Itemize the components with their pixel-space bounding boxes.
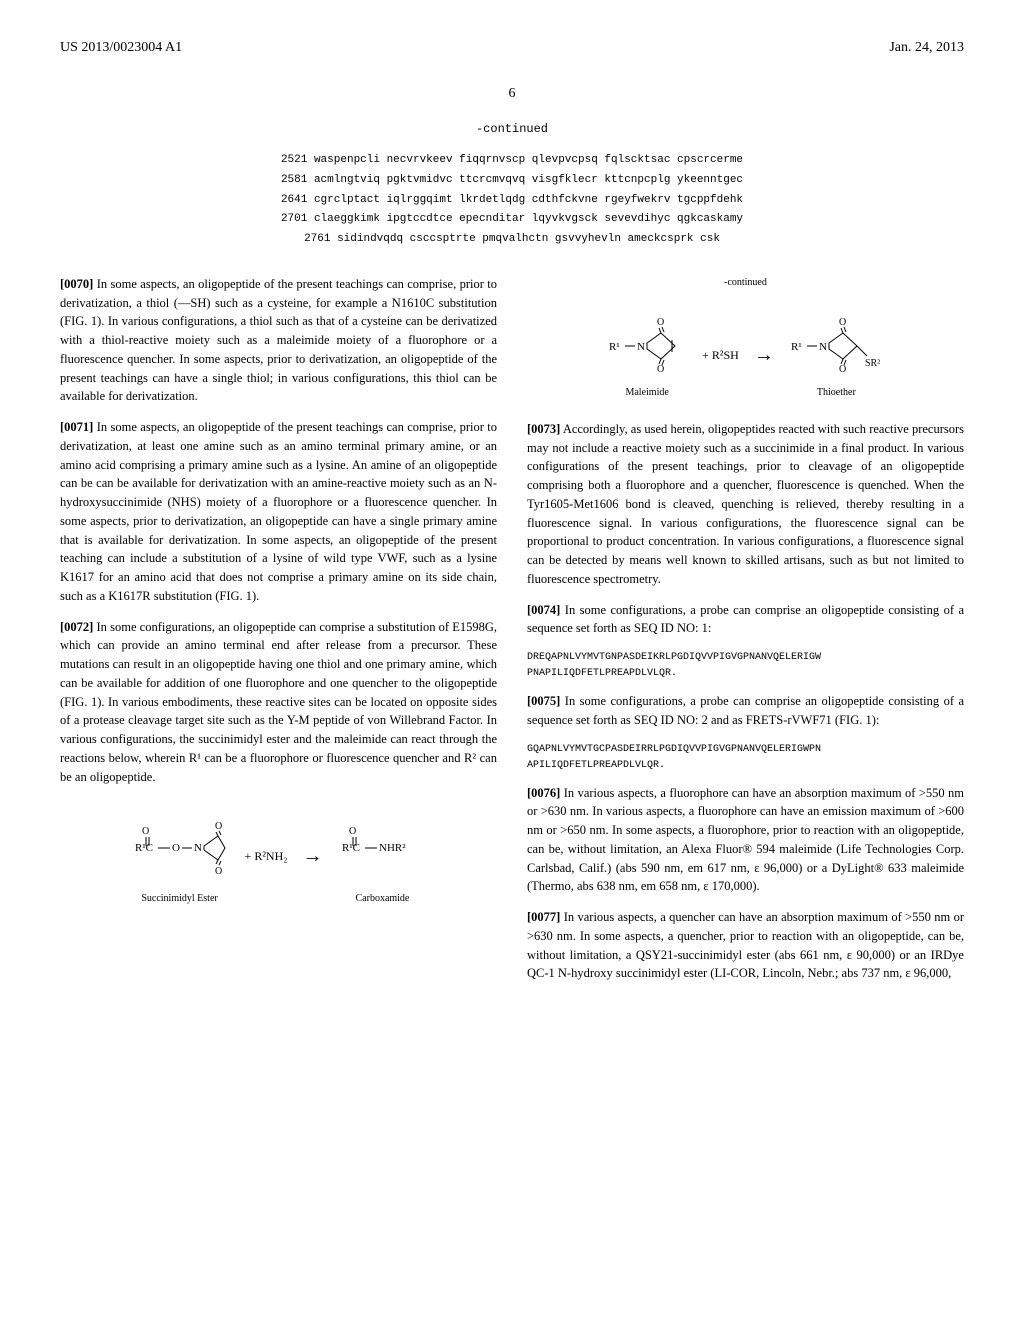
- svg-text:O: O: [215, 866, 222, 877]
- product-label: Thioether: [789, 385, 884, 400]
- paragraph-0076: [0076] In various aspects, a fluorophore…: [527, 784, 964, 897]
- svg-text:N: N: [194, 842, 202, 854]
- carboxamide-structure: R¹C O NHR² Carboxamide: [337, 806, 427, 906]
- svg-text:O: O: [657, 317, 664, 328]
- para-num: [0075]: [527, 694, 560, 708]
- svg-text:O: O: [172, 842, 180, 854]
- sequence-row: 2641 cgrclptact iqlrggqimt lkrdetlqdg cd…: [60, 191, 964, 211]
- para-num: [0070]: [60, 277, 93, 291]
- paragraph-0072: [0072] In some configurations, an oligop…: [60, 618, 497, 787]
- svg-text:R¹: R¹: [609, 341, 620, 353]
- thioether-structure: R¹ N O O SR² Thioether: [789, 310, 884, 400]
- content-columns: [0070] In some aspects, an oligopeptide …: [60, 275, 964, 995]
- doc-number: US 2013/0023004 A1: [60, 40, 182, 56]
- svg-text:R¹C: R¹C: [342, 842, 360, 854]
- sequence-row: 2581 acmlngtviq pgktvmidvc ttcrcmvqvq vi…: [60, 171, 964, 191]
- svg-text:SR²: SR²: [865, 358, 880, 369]
- para-text: In some configurations, a probe can comp…: [527, 603, 964, 636]
- succinimidyl-reaction: R¹C O O N O O Succinimidyl Ester: [60, 806, 497, 906]
- para-text: In some configurations, an oligopeptide …: [60, 620, 497, 784]
- para-text: In various aspects, a quencher can have …: [527, 910, 964, 980]
- svg-text:O: O: [349, 826, 356, 837]
- reaction-arrow-icon: →: [754, 340, 774, 370]
- right-column: -continued R¹ N O O Maleimide +: [527, 275, 964, 995]
- para-num: [0073]: [527, 422, 560, 436]
- maleimide-structure: R¹ N O O Maleimide: [607, 310, 687, 400]
- para-text: In various aspects, a fluorophore can ha…: [527, 786, 964, 894]
- seq-id-2: GQAPNLVYMVTGCPASDEIRRLPGDIQVVPIGVGPNANVQ…: [527, 742, 964, 774]
- chem-structure-icon: R¹C O O N O O: [130, 806, 230, 886]
- reactant2-text: + R²NH₂: [245, 847, 288, 865]
- para-num: [0074]: [527, 603, 560, 617]
- paragraph-0074: [0074] In some configurations, a probe c…: [527, 601, 964, 639]
- para-text: In some aspects, an oligopeptide of the …: [60, 420, 497, 603]
- sequence-row: 2761 sidindvqdq csccsptrtе pmqvalhctn gs…: [60, 230, 964, 250]
- reaction-arrow-icon: →: [302, 841, 322, 871]
- para-num: [0072]: [60, 620, 93, 634]
- page-number: 6: [60, 86, 964, 102]
- svg-text:R¹C: R¹C: [135, 842, 153, 854]
- para-text: Accordingly, as used herein, oligopeptid…: [527, 422, 964, 586]
- paragraph-0077: [0077] In various aspects, a quencher ca…: [527, 908, 964, 983]
- svg-text:O: O: [142, 826, 149, 837]
- svg-text:R¹: R¹: [791, 341, 802, 353]
- seq-id-1: DREQAPNLVYMVTGNPASDEIKRLPGDIQVVPIGVGPNAN…: [527, 650, 964, 682]
- svg-text:O: O: [215, 821, 222, 832]
- doc-date: Jan. 24, 2013: [889, 40, 964, 56]
- sequence-block: 2521 waspenpcli necvrvkeev fiqqrnvscp ql…: [60, 151, 964, 250]
- reactant1-label: Maleimide: [607, 385, 687, 400]
- para-num: [0077]: [527, 910, 560, 924]
- sequence-row: 2521 waspenpcli necvrvkeev fiqqrnvscp ql…: [60, 151, 964, 171]
- paragraph-0071: [0071] In some aspects, an oligopeptide …: [60, 418, 497, 606]
- continued-small-label: -continued: [527, 275, 964, 290]
- paragraph-0073: [0073] Accordingly, as used herein, olig…: [527, 420, 964, 589]
- svg-text:N: N: [637, 341, 645, 353]
- svg-text:N: N: [819, 341, 827, 353]
- chem-structure-icon: R¹ N O O SR²: [789, 310, 884, 380]
- reactant2-text: + R²SH: [702, 346, 739, 364]
- paragraph-0075: [0075] In some configurations, a probe c…: [527, 692, 964, 730]
- svg-text:O: O: [657, 364, 664, 375]
- continued-label: -continued: [60, 122, 964, 136]
- para-num: [0071]: [60, 420, 93, 434]
- maleimide-reaction: R¹ N O O Maleimide + R²SH → R¹: [527, 310, 964, 400]
- svg-text:O: O: [839, 364, 846, 375]
- reactant1-label: Succinimidyl Ester: [130, 891, 230, 906]
- para-text: In some aspects, an oligopeptide of the …: [60, 277, 497, 404]
- para-num: [0076]: [527, 786, 560, 800]
- sequence-row: 2701 claeggkimk ipgtccdtce epecnditar lq…: [60, 210, 964, 230]
- succinimidyl-ester-structure: R¹C O O N O O Succinimidyl Ester: [130, 806, 230, 906]
- chem-structure-icon: R¹ N O O: [607, 310, 687, 380]
- page-header: US 2013/0023004 A1 Jan. 24, 2013: [60, 40, 964, 56]
- para-text: In some configurations, a probe can comp…: [527, 694, 964, 727]
- svg-text:O: O: [839, 317, 846, 328]
- left-column: [0070] In some aspects, an oligopeptide …: [60, 275, 497, 995]
- chem-structure-icon: R¹C O NHR²: [337, 806, 427, 886]
- svg-text:NHR²: NHR²: [379, 842, 406, 854]
- product-label: Carboxamide: [337, 891, 427, 906]
- paragraph-0070: [0070] In some aspects, an oligopeptide …: [60, 275, 497, 406]
